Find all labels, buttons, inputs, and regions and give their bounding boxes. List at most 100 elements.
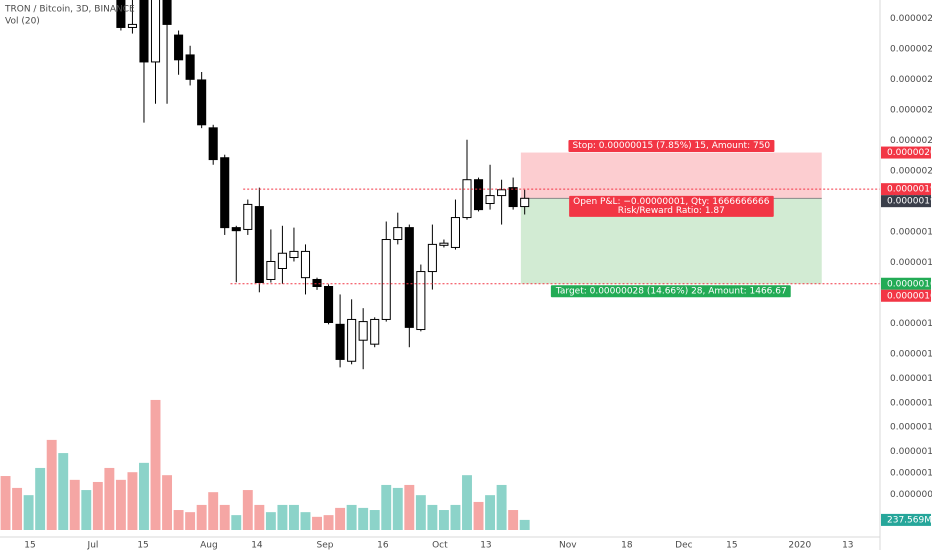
candle-body xyxy=(335,323,345,360)
volume-bar xyxy=(242,490,253,530)
candle-body xyxy=(277,252,287,270)
candle-body xyxy=(185,54,195,80)
volume-bar xyxy=(496,484,507,530)
candle-body xyxy=(381,239,391,320)
x-tick-label: Nov xyxy=(559,541,577,550)
candle-body xyxy=(439,242,449,246)
price-badge: 0.00000191 xyxy=(881,195,932,208)
volume-bar xyxy=(58,453,69,530)
candle-body xyxy=(197,79,207,126)
volume-bar xyxy=(265,512,276,530)
price-badge: 237.569M xyxy=(881,513,932,526)
volume-bar xyxy=(0,476,11,530)
x-tick-label: 15 xyxy=(137,541,148,550)
candle-body xyxy=(266,260,276,280)
x-tick-label: 13 xyxy=(842,541,853,550)
candle-body xyxy=(450,217,460,248)
y-tick-label: 0.00000094 xyxy=(890,490,932,500)
target-labels: Target: 0.00000028 (14.66%) 28, Amount: … xyxy=(550,285,791,298)
pnl-labels: Open P&L: −0.00000001, Qty: 1666666666Ri… xyxy=(569,195,774,217)
x-tick-label: Sep xyxy=(316,541,333,550)
candle-body xyxy=(127,23,137,28)
volume-bar xyxy=(254,504,265,530)
candle-body xyxy=(370,318,380,345)
y-tick-label: 0.00000220 xyxy=(890,105,932,115)
candle-body xyxy=(116,0,126,28)
volume-bar xyxy=(139,462,149,530)
volume-bar xyxy=(35,467,46,530)
badge-text: 0.00000191 xyxy=(887,197,932,207)
y-tick-label: 0.00000200 xyxy=(890,166,932,176)
box-bg xyxy=(569,195,774,217)
x-tick-label: 15 xyxy=(24,541,35,550)
badge-text: 237.569M xyxy=(887,515,932,525)
candle-body xyxy=(312,278,322,288)
candle-body xyxy=(243,203,253,230)
candle-body xyxy=(289,250,299,259)
volume-bar xyxy=(127,472,138,530)
badge-text: 0.00000163 xyxy=(887,279,932,289)
candle-body xyxy=(485,195,495,205)
badge-text: 0.00000206 xyxy=(887,148,932,158)
x-tick-label: Aug xyxy=(200,541,218,550)
volume-bar xyxy=(288,504,299,530)
candle-body xyxy=(393,227,403,241)
candle-body xyxy=(347,318,357,362)
volume-bar xyxy=(323,515,334,530)
x-tick-label: 14 xyxy=(251,541,263,550)
x-tick-label: 16 xyxy=(377,541,389,550)
volume-bar xyxy=(115,479,126,530)
candle-body xyxy=(358,321,368,341)
y-tick-label: 0.00000132 xyxy=(890,374,932,384)
volume-bar xyxy=(450,504,461,530)
volume-bar xyxy=(358,507,369,530)
volume-bar xyxy=(92,481,103,530)
volume-bar xyxy=(462,475,472,530)
box-text: Risk/Reward Ratio: 1.87 xyxy=(618,206,725,216)
chart-subtitle: Vol (20) xyxy=(5,17,40,27)
x-tick-label: Jul xyxy=(87,541,99,550)
x-tick-label: 15 xyxy=(726,541,737,550)
box-text: Target: 0.00000028 (14.66%) 28, Amount: … xyxy=(555,286,787,296)
candle-body xyxy=(462,179,472,219)
y-tick-label: 0.00000116 xyxy=(890,423,932,433)
price-badge: 0.00000163 xyxy=(881,289,932,302)
volume-bar xyxy=(392,487,403,530)
candle-body xyxy=(404,227,414,328)
candle-body xyxy=(508,187,518,208)
volume-bar xyxy=(69,479,80,530)
y-tick-label: 0.00000210 xyxy=(890,136,932,146)
candle-body xyxy=(520,197,530,208)
volume-bar xyxy=(346,504,357,530)
y-tick-label: 0.00000230 xyxy=(890,75,932,85)
stop-zone xyxy=(520,152,822,199)
box-text: Stop: 0.00000015 (7.85%) 15, Amount: 750 xyxy=(572,141,770,151)
box-text: Open P&L: −0.00000001, Qty: 1666666666 xyxy=(573,197,770,207)
volume-bar xyxy=(219,504,230,530)
x-tick-label: Oct xyxy=(432,541,448,550)
x-tick-label: 2020 xyxy=(788,541,811,550)
volume-bar xyxy=(23,495,34,530)
volume-bar xyxy=(300,512,311,530)
candle-body xyxy=(473,179,484,211)
candle-body xyxy=(427,243,437,273)
x-tick-label: 18 xyxy=(621,541,633,550)
volume-bar xyxy=(438,510,449,530)
volume-bar xyxy=(485,495,496,530)
candle-body xyxy=(139,0,149,63)
candle-body xyxy=(208,127,218,161)
volume-bar xyxy=(369,510,380,530)
volume-bar xyxy=(427,504,438,530)
y-tick-label: 0.00000250 xyxy=(890,14,932,24)
chart-title: TRON / Bitcoin, 3D, BINANCE xyxy=(4,5,135,15)
volume-bar xyxy=(208,492,219,530)
volume-bar xyxy=(519,519,530,530)
candle-body xyxy=(220,157,230,229)
badge-bg xyxy=(881,289,931,302)
y-tick-label: 0.00000108 xyxy=(890,447,932,457)
volume-bar xyxy=(185,512,196,530)
x-tick-label: Dec xyxy=(675,541,692,550)
badge-text: 0.00000194 xyxy=(887,185,932,195)
candle-body xyxy=(174,34,184,61)
